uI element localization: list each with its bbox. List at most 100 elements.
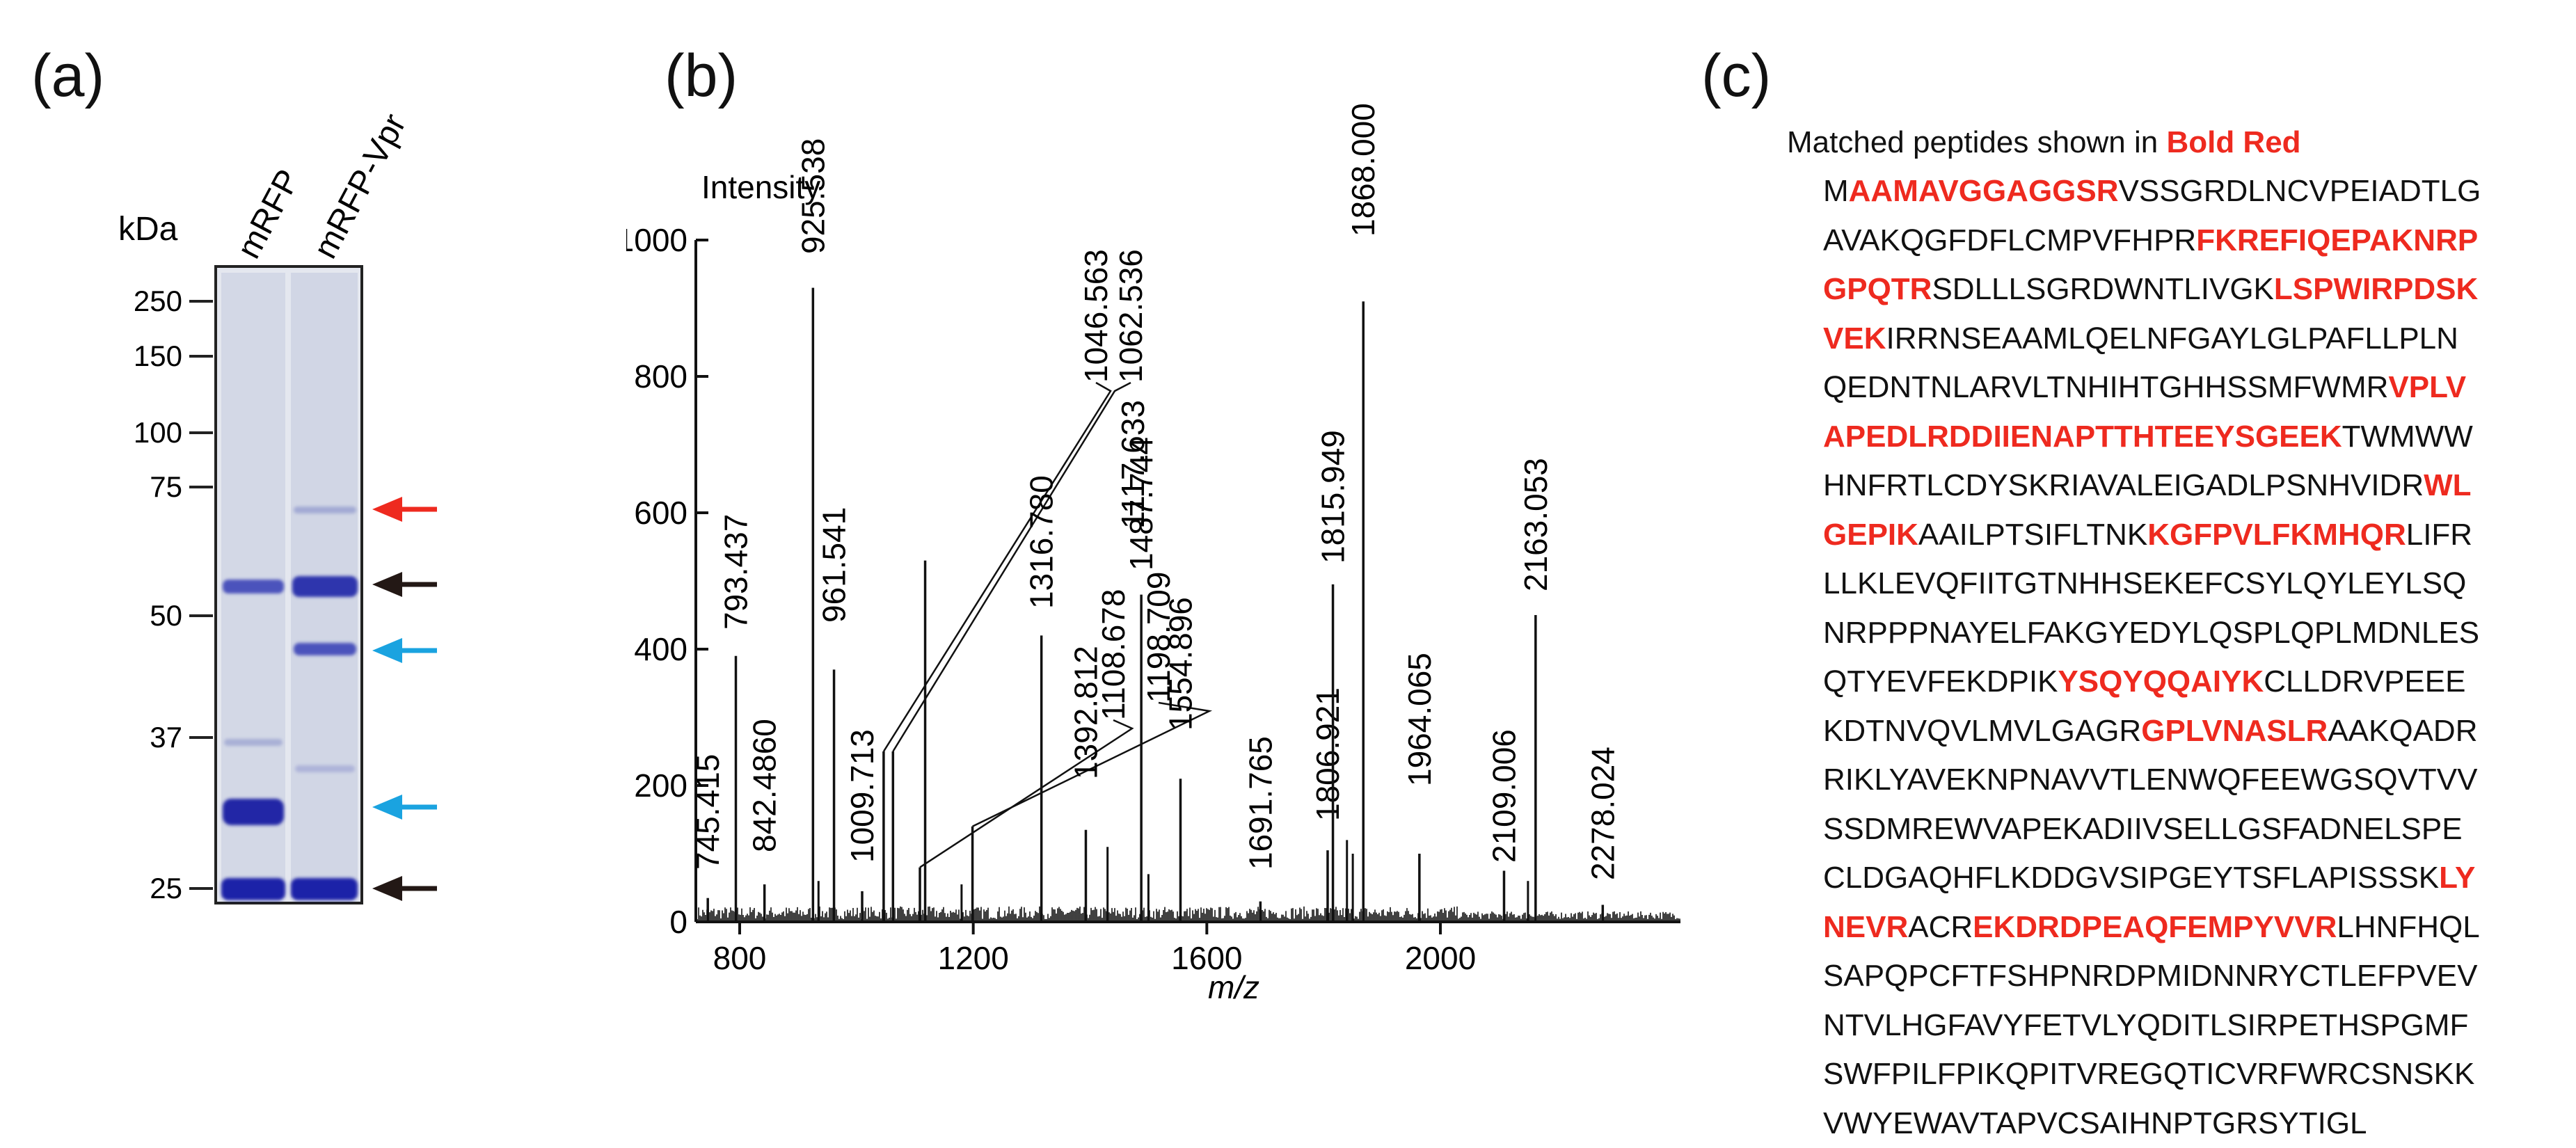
matched-peptide: KGFPVLFKMHQR <box>2147 518 2406 552</box>
noise-path <box>697 907 1680 922</box>
sequence-line: NEVRACREKDRDPEAQFEMPYVVRLHNFHQL <box>1823 903 2481 952</box>
peak-label: 745.415 <box>690 754 726 870</box>
y-tick-label: 800 <box>634 358 687 394</box>
unmatched-segment: LHNFHQL <box>2337 910 2479 944</box>
marker-100: 100 <box>134 416 213 449</box>
peak-label: 1392.812 <box>1067 646 1104 779</box>
sequence-title: Matched peptides shown in Bold Red <box>1787 125 2301 160</box>
sequence-line: NRPPPNAYELFAKGYEDYLQSPLQPLMDNLES <box>1823 609 2481 658</box>
red-arrow-icon <box>372 497 437 522</box>
band-vpr-faint-33 <box>295 765 355 772</box>
peak-label: 1062.536 <box>1113 249 1149 383</box>
matched-peptide: EKDRDPEAQFEMPYVVR <box>1973 910 2337 944</box>
peak-label: 1316.780 <box>1024 475 1060 609</box>
sequence-line: QEDNTNLARVLTNHIHTGHHSSMFWMRVPLV <box>1823 363 2481 413</box>
sequence-line: NTVLHGFAVYFETVLYQDITLSIRPETHSPGMF <box>1823 1001 2481 1051</box>
black-arrow-icon <box>372 572 437 597</box>
peak-label: 925.538 <box>795 138 831 254</box>
svg-text:50: 50 <box>150 599 182 632</box>
sequence-line: GEPIKAAILPTSIFLTNKKGFPVLFKMHQRLIFR <box>1823 511 2481 560</box>
unmatched-segment: VSSGRDLNCVPEIADTLG <box>2119 174 2481 208</box>
matched-peptide: VEK <box>1823 321 1886 356</box>
unmatched-segment: LLKLEVQFIITGTNHHSEKEFCSYLQYLEYLSQ <box>1823 566 2466 600</box>
sequence-title-highlight: Bold Red <box>2166 125 2300 159</box>
band-mrfp-faint-36 <box>224 739 283 746</box>
unmatched-segment: LIFR <box>2406 518 2472 552</box>
black-arrow-icon <box>372 876 437 901</box>
sequence-line: VEKIRRNSEAAMLQELNFGAYLGLPAFLLPLN <box>1823 314 2481 364</box>
lane-label-mrfp-vpr: mRFP-Vpr <box>307 108 413 264</box>
band-vpr-55kda <box>292 576 358 597</box>
matched-peptide: NEVR <box>1823 910 1908 944</box>
peak-label: 2109.006 <box>1486 729 1522 863</box>
x-tick-label: 1600 <box>1171 940 1242 976</box>
sequence-line: SWFPILFPIKQPITVREGQTICVRFWRCSNSKK <box>1823 1050 2481 1099</box>
unmatched-segment: M <box>1823 174 1849 208</box>
band-mrfp-55kda <box>223 580 284 593</box>
panel-label-c: (c) <box>1701 42 1771 111</box>
sequence-line: SAPQPCFTFSHPNRDPMIDNNRYCTLEFPVEV <box>1823 952 2481 1001</box>
labeled-peaks: 745.415793.437842.4860925.538961.5411009… <box>690 103 1621 922</box>
peak-label: 1815.949 <box>1315 430 1351 564</box>
svg-text:100: 100 <box>134 416 182 449</box>
mass-spectrum-chart: Intensity m/z 02004006008001000800120016… <box>626 0 1684 1019</box>
unmatched-segment: ACR <box>1908 910 1973 944</box>
x-tick-label: 2000 <box>1405 940 1476 976</box>
sequence-line: APEDLRDDIIENAPTTHTEEYSGEEKTWMWW <box>1823 413 2481 462</box>
unmatched-segment: SWFPILFPIKQPITVREGQTICVRFWRCSNSKK <box>1823 1057 2474 1091</box>
sequence-line: KDTNVQVLMVLGAGRGPLVNASLRAAKQADR <box>1823 707 2481 756</box>
matched-peptide: VPLV <box>2388 370 2466 404</box>
sequence-title-prefix: Matched peptides shown in <box>1787 125 2166 159</box>
unmatched-segment: NTVLHGFAVYFETVLYQDITLSIRPETHSPGMF <box>1823 1008 2468 1042</box>
peak-label: 793.437 <box>717 514 754 630</box>
marker-37: 37 <box>150 721 213 754</box>
unmatched-segment: CLDGAQHFLKDDGVSIPGEYTSFLAPISSSK <box>1823 861 2439 895</box>
sequence-line: MAAMAVGGAGGSRVSSGRDLNCVPEIADTLG <box>1823 167 2481 216</box>
unmatched-segment: VWYEWAVTAPVCSAIHNPTGRSYTIGL <box>1823 1106 2367 1140</box>
svg-text:75: 75 <box>150 470 182 503</box>
unmatched-segment: HNFRTLCDYSKRIAVALEIGADLPSNHVIDR <box>1823 468 2424 502</box>
peak-label: 1806.921 <box>1310 687 1346 821</box>
band-mrfp-25kda <box>221 878 285 900</box>
unmatched-segment: CLLDRVPEEE <box>2264 664 2465 699</box>
peak-label: 842.4860 <box>747 719 783 852</box>
unmatched-segment: SDLLLSGRDWNTLIVGK <box>1932 272 2273 306</box>
y-tick-label: 1000 <box>626 222 687 258</box>
matched-peptide: GPQTR <box>1823 272 1932 306</box>
sequence-line: AVAKQGFDFLCMPVFHPRFKREFIQEPAKNRP <box>1823 216 2481 266</box>
matched-peptide: WL <box>2424 468 2471 502</box>
x-tick-label: 800 <box>713 940 767 976</box>
matched-peptide: FKREFIQEPAKNRP <box>2196 223 2478 257</box>
peak-label: 1046.563 <box>1078 249 1114 383</box>
lane-label-mrfp: mRFP <box>230 164 308 264</box>
svg-text:37: 37 <box>150 721 182 754</box>
sequence-line: CLDGAQHFLKDDGVSIPGEYTSFLAPISSSKLY <box>1823 854 2481 903</box>
unmatched-segment: AAKQADR <box>2328 714 2477 748</box>
matched-peptide: GPLVNASLR <box>2141 714 2328 748</box>
unmatched-segment: IRRNSEAAMLQELNFGAYLGLPAFLLPLN <box>1886 321 2458 356</box>
marker-50: 50 <box>150 599 213 632</box>
unmatched-segment: QTYEVFEKDPIK <box>1823 664 2058 699</box>
marker-75: 75 <box>150 470 213 503</box>
unmatched-segment: SAPQPCFTFSHPNRDPMIDNNRYCTLEFPVEV <box>1823 959 2477 993</box>
baseline-noise <box>697 907 1680 922</box>
peak-label: 2163.053 <box>1518 458 1554 591</box>
unmatched-segment: NRPPPNAYELFAKGYEDYLQSPLQPLMDNLES <box>1823 616 2479 650</box>
marker-250: 250 <box>134 285 213 317</box>
band-vpr-45kda <box>294 643 356 655</box>
y-tick-label: 200 <box>634 767 687 804</box>
matched-peptide: YSQYQQAIYK <box>2058 664 2264 699</box>
svg-text:25: 25 <box>150 872 182 904</box>
band-vpr-25kda <box>291 878 358 900</box>
y-tick-label: 600 <box>634 495 687 531</box>
peak-label: 1009.713 <box>844 729 880 863</box>
x-tick-label: 1200 <box>937 940 1008 976</box>
y-tick-label: 400 <box>634 631 687 667</box>
matched-peptide: LY <box>2439 861 2475 895</box>
panel-a-gel: (a) kDa mRFP mRFP-Vpr 250 150 100 75 <box>0 0 626 1019</box>
svg-text:150: 150 <box>134 340 182 372</box>
sequence-line: SSDMREWVAPEKADIIVSELLGSFADNELSPE <box>1823 805 2481 854</box>
matched-peptide: LSPWIRPDSK <box>2274 272 2478 306</box>
y-tick-label: 0 <box>669 904 687 940</box>
